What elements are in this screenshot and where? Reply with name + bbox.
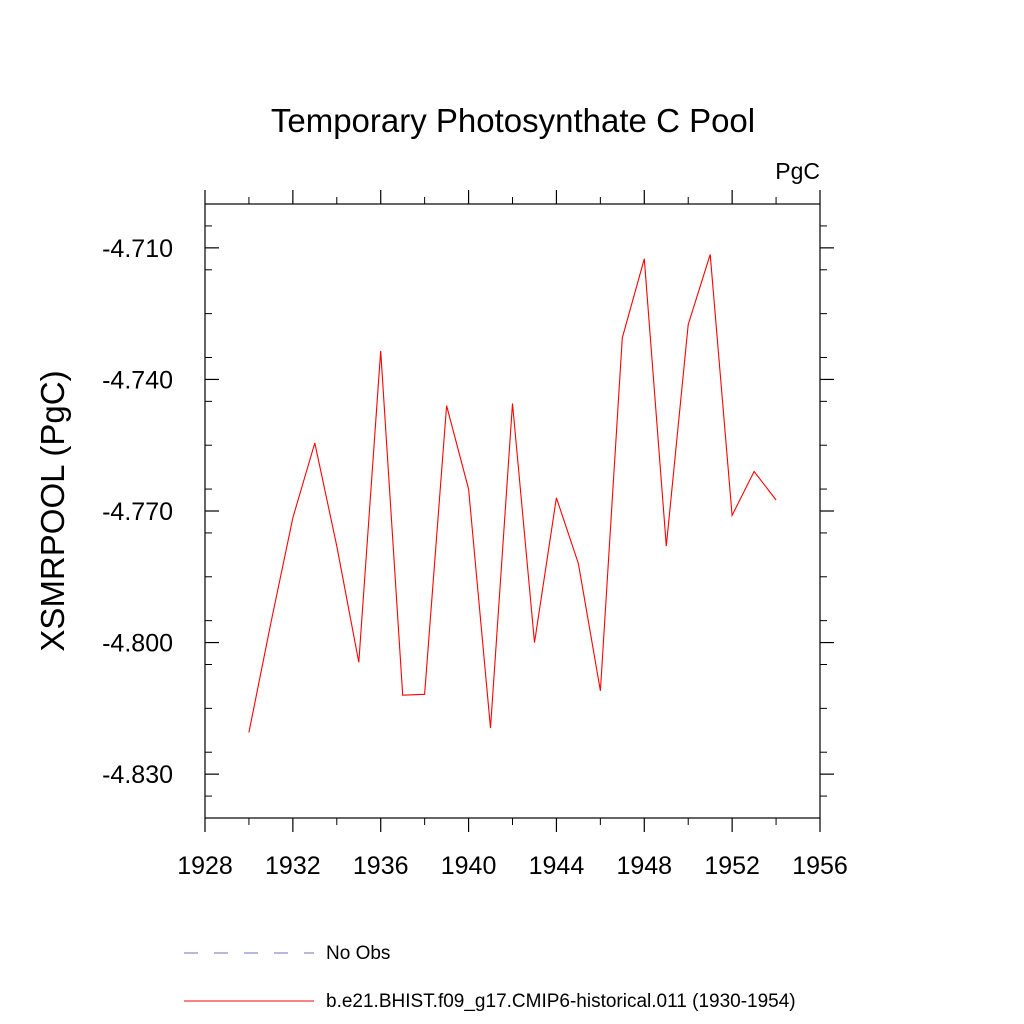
chart-title: Temporary Photosynthate C Pool xyxy=(271,102,755,139)
y-tick-label: -4.800 xyxy=(102,630,173,658)
series-line xyxy=(248,254,777,733)
legend-label-no-obs: No Obs xyxy=(326,943,390,964)
x-tick-label: 1944 xyxy=(529,852,585,880)
x-tick-label: 1948 xyxy=(616,852,672,880)
y-tick-label: -4.770 xyxy=(102,498,173,526)
y-tick-label: -4.740 xyxy=(102,366,173,394)
plot-frame xyxy=(204,203,821,819)
x-tick-label: 1932 xyxy=(265,852,321,880)
x-axis-ticks: 1928 1932 1936 1940 1944 1948 1952 1956 xyxy=(177,190,848,880)
y-tick-label: -4.830 xyxy=(102,761,173,789)
x-tick-label: 1956 xyxy=(792,852,848,880)
x-tick-label: 1936 xyxy=(353,852,409,880)
y-tick-label: -4.710 xyxy=(102,235,173,263)
x-tick-label: 1952 xyxy=(704,852,760,880)
x-tick-label: 1940 xyxy=(441,852,497,880)
legend: No Obs b.e21.BHIST.f09_g17.CMIP6-histori… xyxy=(184,943,796,1012)
unit-label: PgC xyxy=(775,158,820,184)
y-axis-label: XSMRPOOL (PgC) xyxy=(34,370,71,651)
x-tick-label: 1928 xyxy=(177,852,233,880)
legend-label-historical: b.e21.BHIST.f09_g17.CMIP6-historical.011… xyxy=(326,991,796,1012)
series-layer xyxy=(248,254,777,733)
y-axis-ticks: -4.710 -4.740 -4.770 -4.800 -4.830 xyxy=(102,225,834,797)
